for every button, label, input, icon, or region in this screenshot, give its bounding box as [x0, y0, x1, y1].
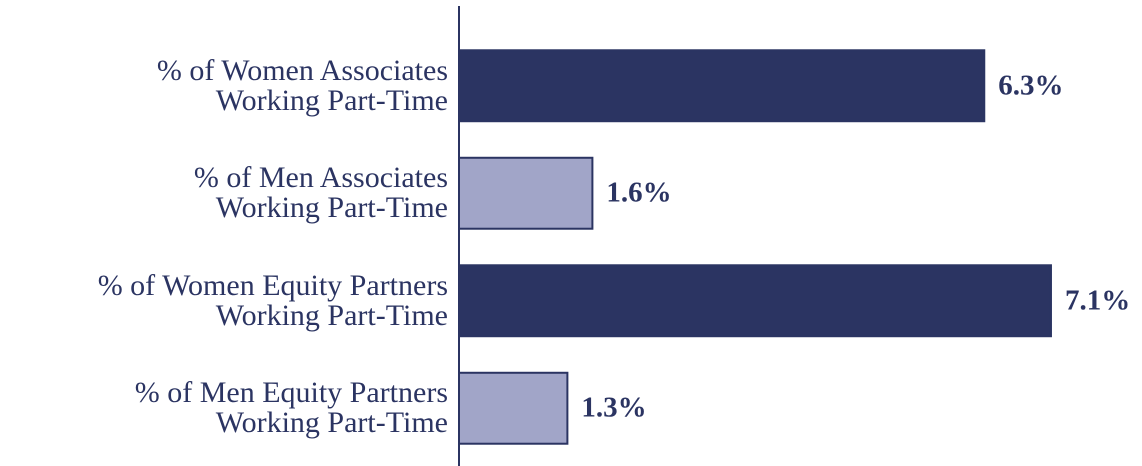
value-label: 7.1% [1064, 284, 1131, 317]
value-label: 6.3% [998, 69, 1064, 102]
bar [458, 371, 569, 445]
bar [458, 156, 594, 230]
category-label: % of Women Associates Working Part-Time [156, 53, 448, 117]
value-label: 1.6% [606, 176, 672, 209]
category-label: % of Women Equity Partners Working Part-… [97, 268, 448, 332]
bar [458, 264, 1052, 338]
bar [458, 49, 986, 123]
category-label: % of Men Associates Working Part-Time [193, 161, 448, 225]
value-label: 1.3% [581, 391, 647, 424]
category-label: % of Men Equity Partners Working Part-Ti… [134, 376, 448, 440]
